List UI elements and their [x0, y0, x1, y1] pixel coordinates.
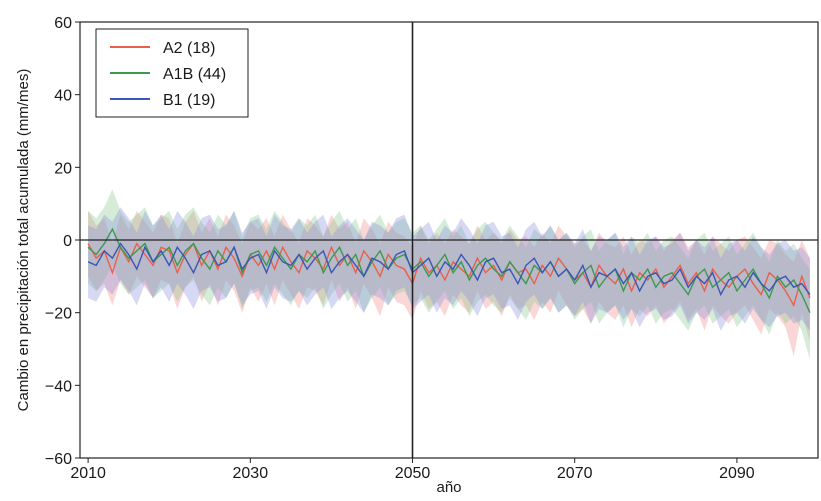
y-tick-label: 60 [54, 15, 72, 32]
uncertainty-bands [88, 189, 810, 360]
x-axis-label: año [436, 479, 461, 496]
y-tick-label: −60 [45, 451, 72, 468]
legend: A2 (18) A1B (44) B1 (19) [95, 28, 249, 118]
line-series-0 [87, 242, 811, 308]
y-axis-label: Cambio en precipitación total acumulada … [15, 69, 32, 412]
x-tick-label: 2010 [70, 465, 106, 482]
ticks: −60 −40 −20 0 20 40 60 2010 2030 2050 2070 2090 [45, 15, 755, 482]
legend-label: A1B (44) [163, 66, 226, 83]
x-tick-label: 2030 [233, 465, 269, 482]
reference-lines [80, 22, 818, 458]
legend-label: B1 (19) [163, 92, 215, 109]
band-series-1 [88, 189, 810, 360]
y-tick-label: 0 [63, 233, 72, 250]
y-tick-label: 20 [54, 160, 72, 177]
y-tick-label: −40 [45, 378, 72, 395]
y-tick-label: 40 [54, 88, 72, 105]
x-tick-label: 2090 [719, 465, 755, 482]
legend-label: A2 (18) [163, 40, 215, 57]
line-series-1 [87, 227, 811, 313]
band-series-2 [88, 207, 810, 331]
line-series-2 [87, 242, 811, 297]
x-tick-label: 2070 [557, 465, 593, 482]
series-lines [87, 227, 811, 313]
y-tick-label: −20 [45, 306, 72, 323]
x-tick-label: 2050 [395, 465, 431, 482]
band-series-0 [88, 210, 810, 357]
